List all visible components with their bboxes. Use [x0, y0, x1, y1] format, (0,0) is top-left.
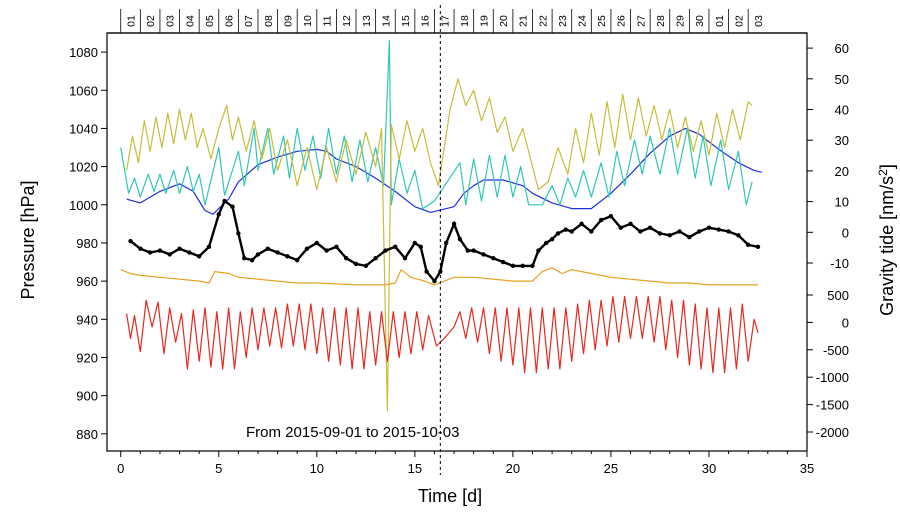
top-day-label: 24: [577, 15, 589, 27]
y-left-tick-label: 960: [76, 274, 98, 289]
y-right-lower-tick-label: 0: [842, 315, 849, 330]
x-tick-label: 35: [800, 461, 814, 476]
top-day-label: 10: [302, 15, 314, 27]
series-line-temperature: [126, 127, 763, 215]
x-tick-label: 30: [702, 461, 716, 476]
y-right-upper-tick-label: 10: [835, 195, 849, 210]
plot-frame: [106, 32, 808, 452]
y-left-tick-label: 920: [76, 350, 98, 365]
top-day-label: 04: [184, 15, 196, 27]
top-day-label: 12: [341, 15, 353, 27]
series-layer: [120, 40, 763, 412]
top-day-label: 16: [420, 15, 432, 27]
y-left-tick-label: 1040: [69, 121, 98, 136]
series-line-humidity: [120, 40, 753, 210]
x-tick-label: 25: [604, 461, 618, 476]
y-left-tick-label: 1060: [69, 83, 98, 98]
top-day-label: 06: [224, 15, 236, 27]
top-day-label: 05: [204, 15, 216, 27]
y-left-tick-label: 880: [76, 427, 98, 442]
y-right-upper-tick-label: 50: [835, 72, 849, 87]
series-line-gravity_tide_large: [126, 295, 759, 374]
top-day-axis: 01 02 03 04 05 06 07 08 09 10 11 12 13 14 15 16 17 18 19 20…: [107, 9, 807, 34]
top-day-label: 03: [165, 15, 177, 27]
y-right-lower-tick-label: -1500: [816, 398, 849, 413]
top-day-label: 01: [126, 15, 138, 27]
annotation-date-range: From 2015-09-01 to 2015-10-03: [246, 424, 459, 441]
top-day-label: 08: [263, 15, 275, 27]
x-tick-label: 10: [310, 461, 324, 476]
top-day-label: 30: [694, 15, 706, 27]
top-day-label: 02: [733, 15, 745, 27]
top-day-label: 02: [145, 15, 157, 27]
y-right-upper-tick-label: 60: [835, 41, 849, 56]
top-day-label: 25: [596, 15, 608, 27]
top-day-label: 21: [518, 15, 530, 27]
y-left-tick-label: 980: [76, 236, 98, 251]
top-day-label: 03: [753, 15, 765, 27]
top-day-label: 07: [243, 15, 255, 27]
top-day-label: 01: [714, 15, 726, 27]
top-day-label: 18: [459, 15, 471, 27]
x-tick-label: 15: [408, 461, 422, 476]
y-axis-left: 880 900 920 940 960 980 1000 1020 1040 1060 1080: [69, 45, 107, 442]
series-line-pressure: [129, 199, 759, 284]
top-day-label: 28: [655, 15, 667, 27]
y-right-upper-tick-label: 20: [835, 164, 849, 179]
top-day-label: 29: [675, 15, 687, 27]
top-day-label: 19: [478, 15, 490, 27]
top-day-label: 17: [439, 15, 451, 27]
top-day-label: 23: [557, 15, 569, 27]
top-day-label: 13: [361, 15, 373, 27]
y-right-lower-tick-label: -500: [823, 343, 849, 358]
top-day-label: 22: [537, 15, 549, 27]
y-left-tick-label: 900: [76, 389, 98, 404]
series-line-orange_baseline: [120, 267, 758, 286]
y-left-tick-label: 1080: [69, 45, 98, 60]
y-right-lower-tick-label: -2000: [816, 425, 849, 440]
top-day-label: 26: [616, 15, 628, 27]
x-axis-title: Time [d]: [418, 486, 482, 506]
top-day-label: 11: [322, 15, 334, 26]
x-tick-label: 20: [506, 461, 520, 476]
y-axis-left-title: Pressure [hPa]: [18, 180, 38, 299]
y-right-upper-tick-label: 40: [835, 103, 849, 118]
x-tick-label: 0: [117, 461, 124, 476]
series-line-gravity_tide_small: [126, 78, 753, 412]
x-tick-label: 5: [215, 461, 222, 476]
y-axis-right-title: Gravity tide [nm/s2]: [876, 164, 897, 316]
top-day-label: 27: [635, 15, 647, 27]
top-day-label: 09: [282, 15, 294, 27]
x-axis: 0 5 10 15 20 25 30 35: [117, 451, 814, 476]
y-right-lower-tick-label: -1000: [816, 370, 849, 385]
y-right-upper-tick-label: 30: [835, 133, 849, 148]
top-day-label: 14: [380, 15, 392, 27]
y-left-tick-label: 1020: [69, 160, 98, 175]
y-left-tick-label: 940: [76, 312, 98, 327]
y-axis-right: -10 0 10 20 30 40 50 60 -2000 -1500 -1000 -500 0 500: [807, 41, 849, 440]
y-right-upper-tick-label: -10: [830, 256, 849, 271]
y-right-lower-tick-label: 500: [827, 288, 849, 303]
y-left-tick-label: 1000: [69, 198, 98, 213]
top-day-label: 15: [400, 15, 412, 27]
y-right-upper-tick-label: 0: [842, 225, 849, 240]
top-day-label: 20: [498, 15, 510, 27]
